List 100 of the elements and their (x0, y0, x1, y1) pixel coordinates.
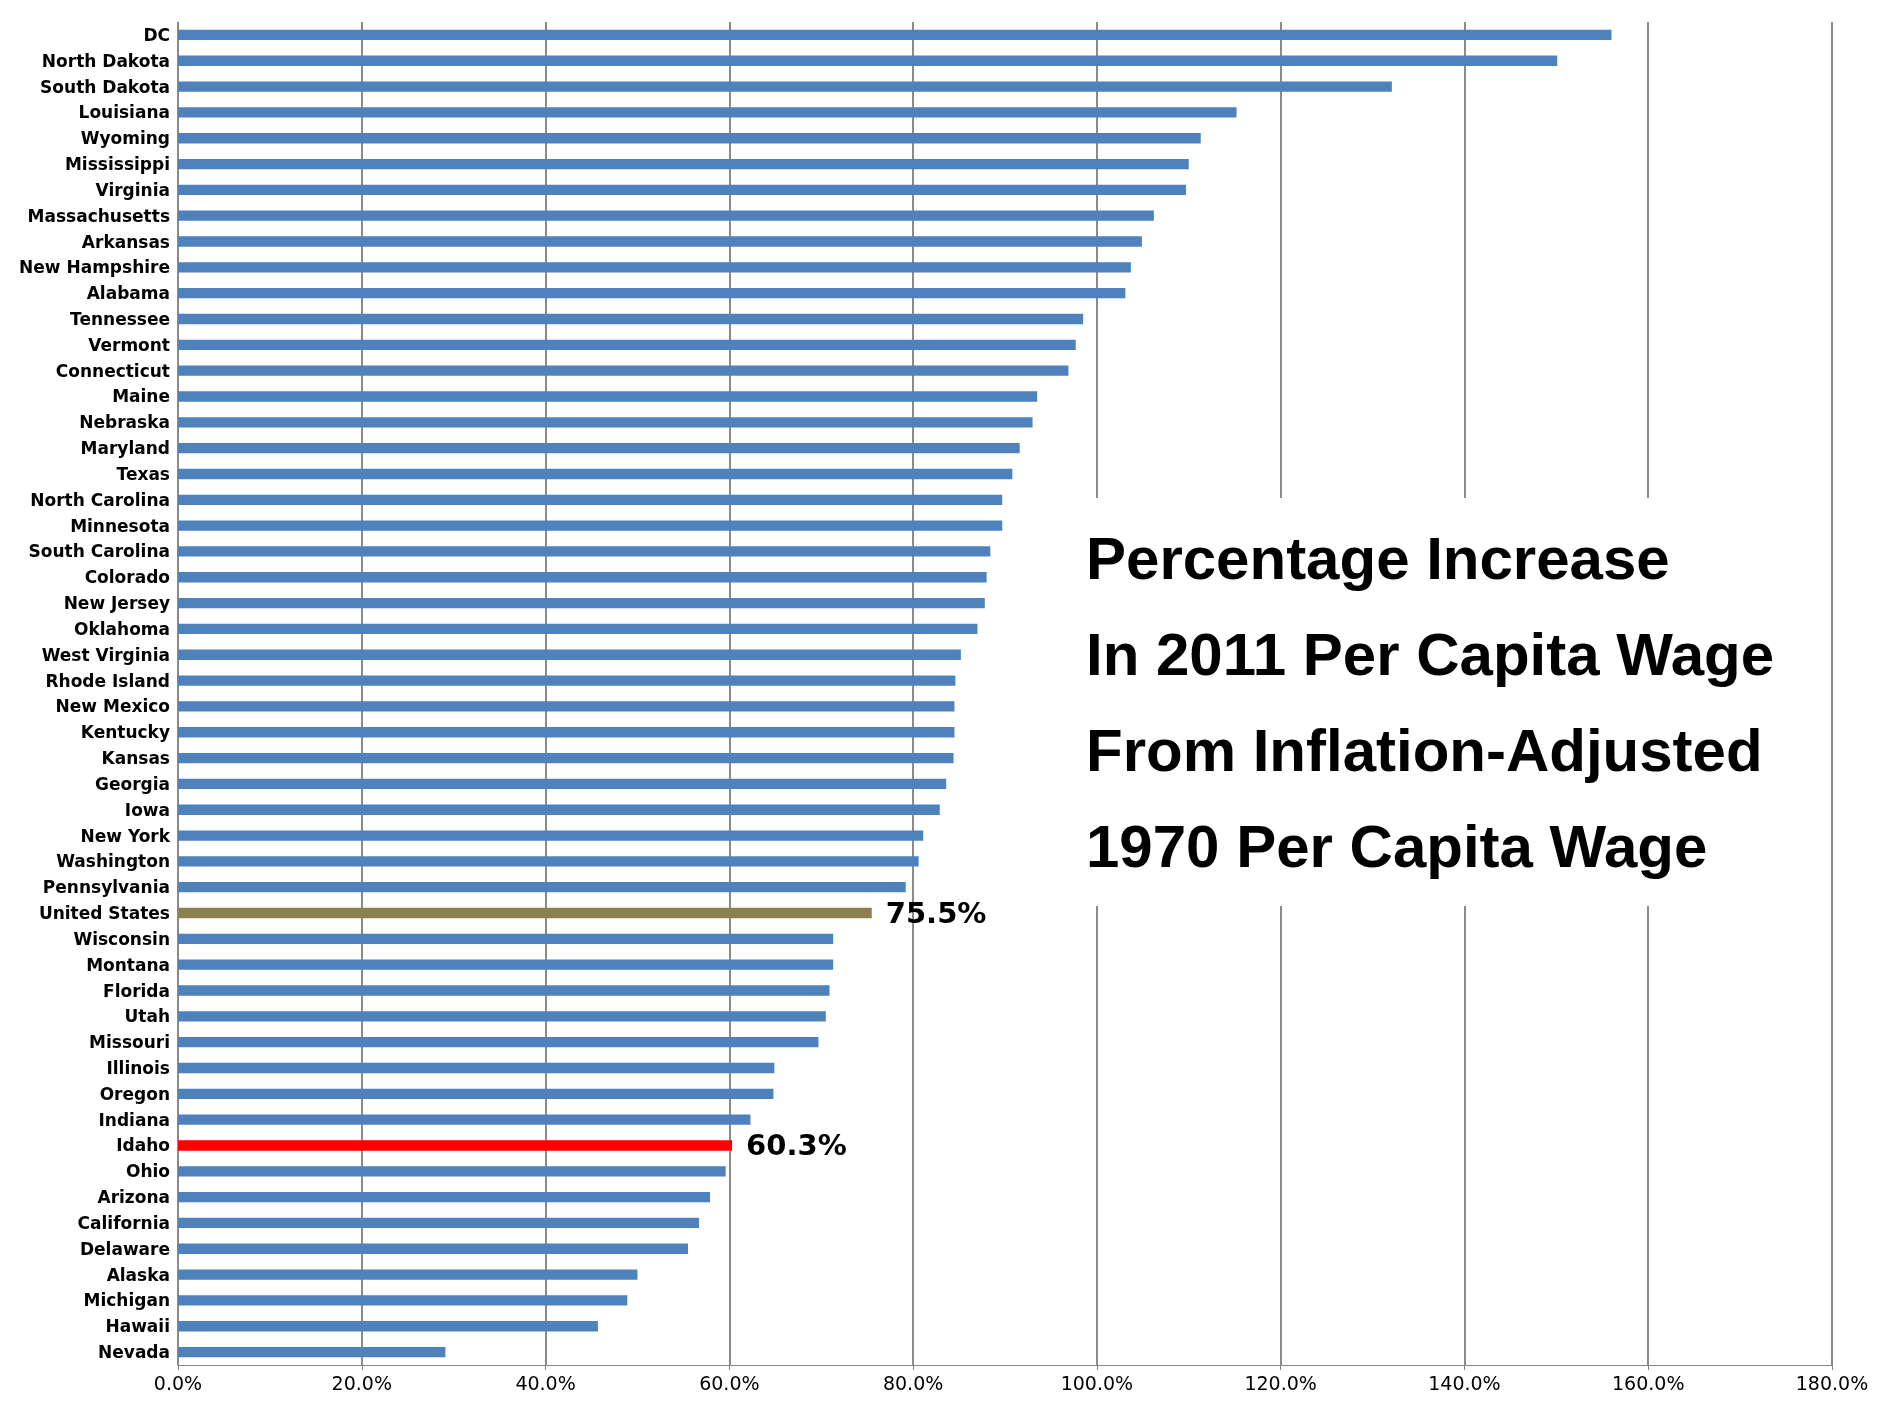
y-tick-label: Delaware (79, 1238, 170, 1259)
x-tick-label: 140.0% (1428, 1371, 1501, 1394)
bar (178, 55, 1558, 66)
y-tick-label: Michigan (83, 1290, 170, 1311)
y-tick-label: Minnesota (70, 515, 170, 536)
y-tick-label: Utah (124, 1006, 170, 1027)
bar (178, 365, 1069, 376)
y-tick-label: South Carolina (28, 541, 170, 562)
y-tick-label: Tennessee (70, 309, 170, 330)
bar (178, 236, 1142, 247)
bar (178, 107, 1237, 118)
y-tick-label: New Hampshire (19, 257, 170, 278)
y-tick-label: California (77, 1212, 170, 1233)
y-tick-label: Nevada (98, 1342, 170, 1363)
y-tick-label: North Dakota (41, 50, 170, 71)
bar (178, 29, 1612, 41)
y-tick-label: Rhode Island (45, 670, 170, 691)
bar (178, 778, 947, 790)
bar (178, 933, 834, 945)
bar (178, 1140, 733, 1151)
y-tick-label: Arkansas (81, 231, 170, 252)
x-tick-label: 80.0% (882, 1371, 944, 1394)
y-tick-label: Wyoming (80, 128, 170, 149)
bar (178, 313, 1084, 325)
bar (178, 985, 830, 996)
x-tick-label: 0.0% (153, 1371, 203, 1394)
y-tick-label: Arizona (97, 1187, 170, 1208)
x-tick-label: 120.0% (1244, 1371, 1317, 1394)
y-tick-label: Alabama (86, 283, 170, 304)
y-tick-label: Florida (103, 980, 170, 1001)
y-tick-label: Texas (116, 463, 170, 484)
bar (178, 830, 924, 841)
bar (178, 1295, 628, 1306)
x-tick-label: 100.0% (1060, 1371, 1134, 1394)
bar (178, 649, 961, 660)
bar (178, 442, 1020, 454)
bar (178, 1269, 638, 1280)
y-tick-label: United States (38, 903, 170, 924)
x-tick-label: 40.0% (515, 1371, 576, 1394)
y-tick-label: Louisiana (78, 102, 170, 123)
bar (178, 856, 919, 867)
bar (178, 1011, 826, 1022)
bar (178, 1321, 598, 1332)
x-tick-label: 160.0% (1612, 1371, 1685, 1394)
y-tick-label: New Mexico (55, 696, 170, 717)
y-tick-label: Virginia (95, 179, 170, 200)
y-tick-label: New Jersey (63, 593, 170, 614)
x-tick-label: 20.0% (331, 1371, 392, 1394)
data-label: 75.5% (885, 896, 987, 931)
bar (178, 262, 1131, 273)
y-tick-label: Missouri (89, 1032, 170, 1053)
y-tick-label: Nebraska (79, 412, 170, 433)
bar (178, 210, 1154, 221)
y-tick-label: Washington (56, 851, 170, 872)
data-label: 60.3% (746, 1128, 847, 1163)
bar (178, 959, 834, 970)
bar (178, 623, 978, 635)
y-tick-label: Vermont (88, 334, 170, 355)
bar (178, 572, 987, 583)
bar (178, 1243, 688, 1254)
y-tick-label: Colorado (84, 567, 170, 588)
bar (178, 417, 1033, 428)
bar (178, 468, 1013, 480)
y-tick-label: Idaho (116, 1135, 170, 1156)
bar (178, 597, 985, 609)
text: Percentage Increase In 2011 Per Capita Wage From Inflation-Adjusted 1970 Per Capita Wage (1086, 524, 1775, 880)
y-tick-label: Kansas (101, 748, 170, 769)
y-tick-label: South Dakota (40, 76, 170, 97)
y-tick-label: Connecticut (55, 360, 170, 381)
y-tick-label: Oklahoma (73, 618, 170, 639)
bar (178, 907, 872, 919)
x-tick-label: 180.0% (1795, 1371, 1869, 1394)
y-tick-label: Hawaii (105, 1316, 170, 1337)
bar (178, 520, 1003, 531)
y-tick-label: West Virginia (41, 644, 170, 665)
y-tick-label: New York (80, 825, 171, 846)
bar (178, 1166, 726, 1177)
x-tick-label: 60.0% (699, 1371, 760, 1394)
y-tick-label: Oregon (99, 1083, 170, 1104)
y-tick-label: Iowa (124, 799, 170, 820)
y-tick-label: Indiana (98, 1109, 170, 1130)
bar (178, 494, 1003, 505)
bar (178, 727, 955, 738)
y-tick-label: Ohio (125, 1161, 170, 1182)
y-tick-label: North Carolina (30, 489, 170, 510)
bar (178, 133, 1201, 144)
y-tick-label: Illinois (106, 1057, 170, 1078)
bar (178, 1037, 819, 1048)
bar (178, 752, 954, 764)
y-tick-label: Maryland (80, 438, 170, 459)
bar (178, 1114, 751, 1125)
bar (178, 288, 1126, 299)
y-tick-label: Montana (86, 954, 170, 975)
bar (178, 1346, 446, 1358)
y-tick-label: Alaska (106, 1264, 170, 1285)
y-tick-label: Kentucky (80, 722, 170, 743)
y-tick-label: Massachusetts (27, 205, 170, 226)
bar (178, 882, 906, 893)
y-tick-label: Maine (112, 386, 170, 407)
bar (178, 701, 955, 712)
